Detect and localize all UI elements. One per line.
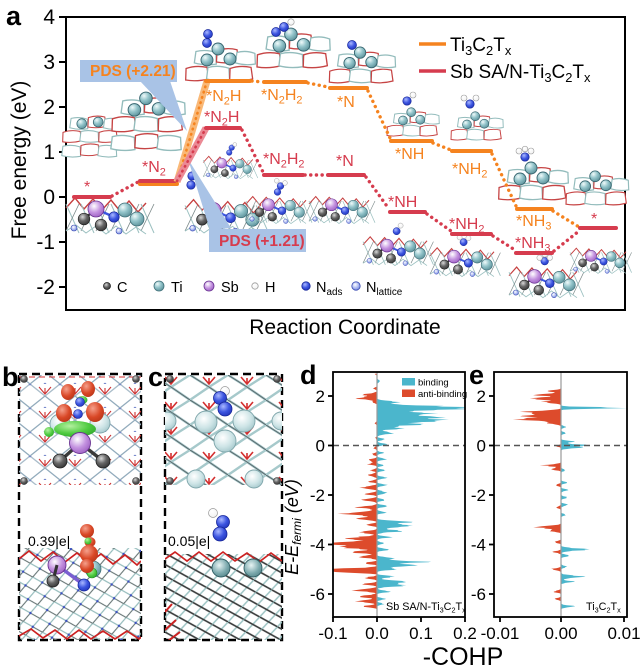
- svg-text:0: 0: [43, 186, 55, 209]
- svg-text:-0.01: -0.01: [481, 624, 520, 643]
- svg-text:Ti3C2Tx: Ti3C2Tx: [450, 35, 512, 58]
- svg-text:Nlattice: Nlattice: [366, 280, 403, 298]
- svg-text:0.0: 0.0: [365, 624, 389, 643]
- svg-text:*NH3: *NH3: [515, 235, 550, 255]
- svg-text:Sb SA/N-Ti3C2Tx: Sb SA/N-Ti3C2Tx: [386, 601, 466, 614]
- svg-text:a: a: [6, 1, 22, 31]
- svg-text:2: 2: [43, 96, 55, 119]
- svg-text:1: 1: [43, 141, 55, 164]
- svg-text:0: 0: [316, 437, 325, 456]
- svg-text:Nads: Nads: [316, 280, 342, 298]
- svg-text:Ti3C2Tx: Ti3C2Tx: [586, 601, 621, 614]
- svg-text:Sb SA/N-Ti3C2Tx: Sb SA/N-Ti3C2Tx: [450, 62, 591, 85]
- svg-text:c: c: [148, 362, 163, 392]
- svg-text:0.00: 0.00: [544, 624, 577, 643]
- svg-text:0: 0: [477, 437, 486, 456]
- svg-text:PDS (+1.21): PDS (+1.21): [219, 233, 305, 250]
- svg-text:binding: binding: [418, 378, 449, 389]
- svg-text:*N2H: *N2H: [206, 88, 241, 108]
- svg-text:0.01: 0.01: [607, 624, 640, 643]
- svg-text:anti-binding: anti-binding: [418, 389, 467, 400]
- svg-text:Sb: Sb: [221, 280, 239, 296]
- svg-text:2: 2: [477, 387, 486, 406]
- svg-text:-COHP: -COHP: [423, 643, 504, 670]
- svg-text:*NH: *NH: [395, 146, 424, 163]
- svg-text:*NH2: *NH2: [452, 161, 487, 181]
- svg-text:*NH3: *NH3: [516, 213, 551, 233]
- svg-text:0.1: 0.1: [409, 624, 433, 643]
- svg-text:Free energy (eV): Free energy (eV): [8, 81, 31, 240]
- svg-text:-2: -2: [310, 486, 325, 505]
- svg-text:*NH2: *NH2: [449, 216, 484, 236]
- svg-text:-0.1: -0.1: [318, 624, 347, 643]
- svg-text:*N: *N: [337, 94, 355, 111]
- svg-text:*: *: [591, 211, 597, 228]
- svg-text:*NH: *NH: [388, 194, 417, 211]
- svg-text:*N2: *N2: [142, 159, 166, 179]
- svg-text:-4: -4: [471, 536, 486, 555]
- svg-text:0.05|e|: 0.05|e|: [168, 533, 210, 549]
- svg-text:-2: -2: [471, 486, 486, 505]
- svg-text:E-Efermi (eV): E-Efermi (eV): [282, 479, 304, 575]
- svg-text:2: 2: [316, 387, 325, 406]
- svg-text:C: C: [117, 280, 127, 296]
- svg-text:d: d: [300, 360, 317, 390]
- svg-text:*N2H2: *N2H2: [261, 87, 302, 107]
- svg-text:3: 3: [43, 51, 55, 74]
- svg-text:-6: -6: [310, 585, 325, 604]
- svg-text:0.39|e|: 0.39|e|: [28, 533, 70, 549]
- svg-text:*N2H2: *N2H2: [263, 151, 304, 171]
- svg-text:-1: -1: [36, 231, 55, 254]
- svg-text:e: e: [469, 360, 484, 390]
- svg-text:PDS (+2.21): PDS (+2.21): [90, 63, 176, 80]
- svg-text:*: *: [84, 179, 90, 196]
- svg-text:4: 4: [43, 6, 55, 29]
- svg-text:b: b: [2, 362, 19, 392]
- svg-text:-2: -2: [36, 276, 55, 299]
- svg-text:Reaction Coordinate: Reaction Coordinate: [249, 316, 440, 339]
- svg-text:*N2H: *N2H: [204, 109, 239, 129]
- svg-text:-6: -6: [471, 585, 486, 604]
- svg-text:-4: -4: [310, 536, 325, 555]
- svg-text:Ti: Ti: [171, 280, 183, 296]
- svg-text:H: H: [265, 280, 275, 296]
- svg-text:0.2: 0.2: [453, 624, 477, 643]
- svg-text:*N: *N: [336, 153, 354, 170]
